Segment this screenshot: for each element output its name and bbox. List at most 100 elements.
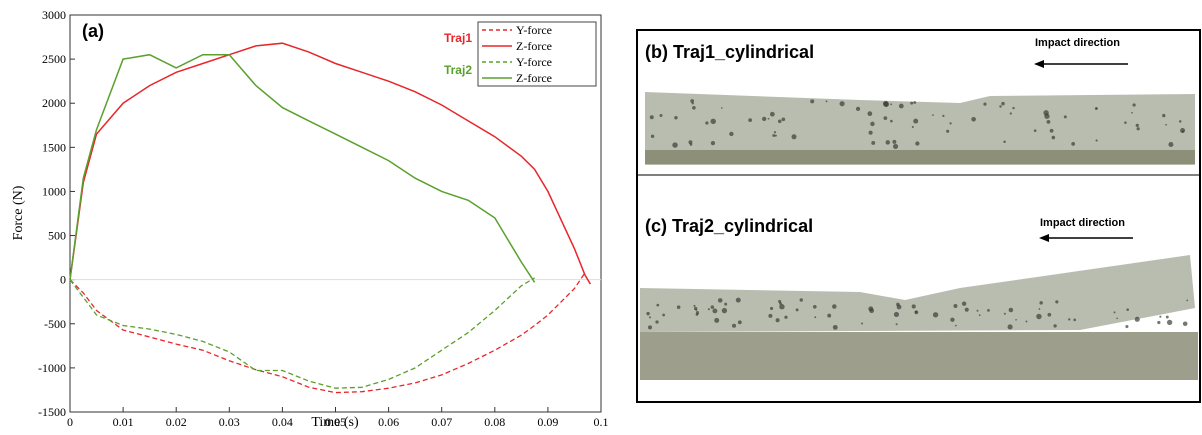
- spot: [892, 143, 899, 149]
- spot: [1071, 142, 1076, 146]
- specimen-photo: [640, 255, 1195, 332]
- texture: [646, 99, 1189, 330]
- spot: [1007, 324, 1013, 330]
- spot: [1162, 113, 1166, 118]
- x-tick-label: 0.1: [594, 415, 609, 429]
- spot: [1116, 317, 1118, 320]
- legend-group: Traj1: [444, 31, 472, 45]
- spot: [773, 131, 777, 134]
- photo-panel: (b) Traj1_cylindrical Impact direction (…: [636, 29, 1201, 403]
- spot: [772, 134, 776, 137]
- spot: [1124, 121, 1127, 124]
- y-tick-label: -1500: [38, 405, 66, 419]
- x-tick-label: 0.02: [166, 415, 187, 429]
- spot: [946, 129, 950, 133]
- spot: [659, 114, 663, 118]
- spot: [1047, 312, 1052, 317]
- arrow-label: Impact direction: [1035, 37, 1120, 49]
- legend-label: Z-force: [516, 71, 552, 85]
- spot: [767, 117, 770, 120]
- spot: [1073, 318, 1077, 322]
- spot: [710, 118, 716, 125]
- spot: [737, 320, 742, 325]
- spot: [1168, 141, 1174, 148]
- panel-label: (a): [82, 21, 104, 41]
- spot: [812, 304, 817, 309]
- spot: [710, 141, 716, 146]
- spot: [1135, 123, 1139, 127]
- spot: [1051, 135, 1056, 140]
- spot: [672, 142, 678, 148]
- spot: [676, 305, 681, 309]
- spot: [1125, 324, 1129, 329]
- spot: [714, 317, 720, 323]
- spot: [913, 101, 917, 104]
- spot: [1165, 315, 1169, 319]
- spot: [775, 318, 780, 323]
- spot: [1003, 312, 1006, 315]
- spot: [893, 311, 900, 318]
- x-tick-label: 0: [67, 415, 73, 429]
- arrow-head: [1034, 60, 1044, 68]
- spot: [861, 322, 864, 325]
- photo-label: (c) Traj2_cylindrical: [645, 216, 813, 236]
- spot: [1025, 320, 1028, 323]
- x-tick-label: 0.05: [325, 415, 346, 429]
- spot: [648, 316, 651, 319]
- spot: [656, 303, 660, 307]
- spot: [869, 308, 875, 314]
- spot: [999, 105, 1002, 108]
- spot: [1166, 319, 1173, 326]
- spot: [697, 312, 699, 315]
- spot: [976, 309, 979, 312]
- spot: [978, 314, 981, 317]
- spot: [895, 323, 898, 326]
- spot: [983, 102, 987, 106]
- spot: [914, 310, 919, 315]
- spot: [892, 139, 897, 144]
- spot: [748, 118, 753, 123]
- spot: [769, 111, 775, 117]
- spot: [987, 308, 990, 312]
- spot: [832, 324, 838, 330]
- spot: [655, 320, 659, 324]
- spot: [890, 119, 893, 123]
- x-tick-label: 0.09: [537, 415, 558, 429]
- spot: [717, 298, 723, 303]
- spot: [839, 101, 845, 107]
- spot: [779, 304, 785, 310]
- spot: [1015, 318, 1017, 321]
- x-tick-label: 0.08: [484, 415, 505, 429]
- x-tick-label: 0.04: [272, 415, 293, 429]
- spot: [795, 308, 799, 312]
- spot: [1157, 320, 1161, 325]
- spot: [729, 131, 734, 137]
- spot: [691, 102, 694, 105]
- spot: [855, 106, 861, 111]
- spot: [810, 99, 815, 104]
- legend-label: Z-force: [516, 39, 552, 53]
- spot: [1181, 130, 1184, 133]
- spot: [955, 324, 957, 327]
- spot: [781, 117, 786, 122]
- x-tick-label: 0.06: [378, 415, 399, 429]
- spot: [688, 140, 693, 145]
- spot: [896, 304, 902, 310]
- spot: [942, 114, 945, 117]
- spot: [768, 313, 773, 318]
- x-tick-label: 0.03: [219, 415, 240, 429]
- x-tick-label: 0.07: [431, 415, 452, 429]
- spot: [720, 107, 723, 109]
- spot: [774, 134, 777, 137]
- spot: [814, 316, 817, 319]
- spot: [971, 116, 976, 122]
- spot: [690, 99, 695, 103]
- spot: [1038, 308, 1041, 310]
- spot: [932, 114, 934, 116]
- spot: [692, 106, 696, 110]
- spot: [898, 103, 904, 109]
- y-tick-label: 0: [60, 273, 66, 287]
- y-tick-label: 3000: [42, 8, 66, 22]
- spot: [799, 298, 803, 302]
- spot: [953, 304, 958, 309]
